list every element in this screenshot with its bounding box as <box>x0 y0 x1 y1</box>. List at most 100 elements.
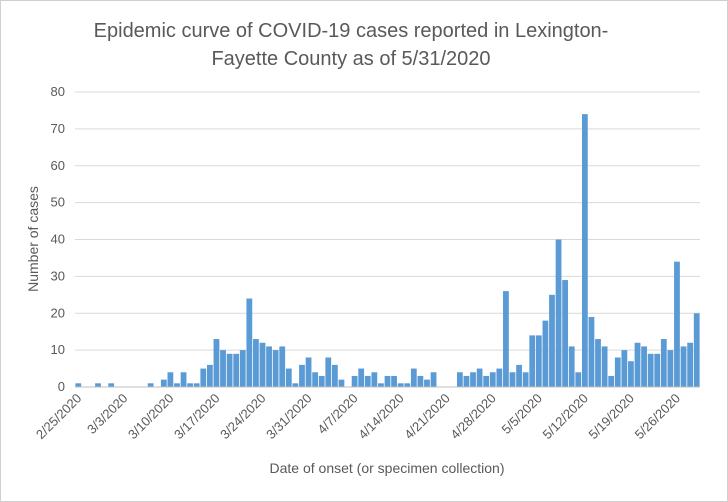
bar <box>266 346 272 387</box>
bar <box>371 372 378 387</box>
bar <box>634 342 641 387</box>
bar <box>417 375 424 387</box>
bar <box>351 375 358 387</box>
x-tick-label: 5/5/2020 <box>499 391 545 437</box>
bar <box>509 372 516 387</box>
bar <box>108 383 115 387</box>
bar <box>410 368 417 387</box>
bar <box>575 372 582 387</box>
y-tick-label: 40 <box>51 232 65 247</box>
bar <box>614 357 621 387</box>
bar <box>641 346 647 387</box>
y-tick-label: 10 <box>51 342 65 357</box>
bar <box>456 372 463 387</box>
bar <box>391 375 397 387</box>
x-tick-label: 5/12/2020 <box>539 391 591 443</box>
bar <box>687 342 694 387</box>
bar <box>654 353 661 387</box>
x-tick-label: 4/14/2020 <box>355 391 407 443</box>
bar <box>601 346 608 387</box>
bar <box>404 383 411 387</box>
bar <box>160 379 167 388</box>
bar <box>621 350 628 388</box>
bar <box>555 239 562 387</box>
bar <box>489 372 496 387</box>
x-tick-label: 5/26/2020 <box>632 391 684 443</box>
bar <box>595 339 601 387</box>
chart-title-line-2: Fayette County as of 5/31/2020 <box>211 48 491 70</box>
bar <box>213 339 220 387</box>
x-tick-label: 4/7/2020 <box>314 391 360 437</box>
bar <box>660 339 667 387</box>
bar <box>568 346 575 387</box>
bar <box>331 364 338 388</box>
bar <box>529 335 536 388</box>
bar <box>167 372 174 387</box>
x-tick-label: 3/31/2020 <box>263 391 315 443</box>
bar <box>180 372 187 387</box>
y-tick-label: 80 <box>51 84 65 99</box>
x-tick-labels: 2/25/2020 3/3/20203/10/20203/17/20203/24/… <box>33 391 683 443</box>
y-tick-label: 60 <box>51 158 65 173</box>
bar <box>233 353 240 387</box>
x-tick-label: 2/25/2020 <box>33 391 85 443</box>
bar <box>206 364 213 388</box>
bar <box>318 375 325 387</box>
bar <box>535 335 542 388</box>
bar <box>384 375 391 387</box>
bar <box>292 383 299 387</box>
bar <box>325 357 332 387</box>
bar <box>299 364 305 388</box>
bar <box>358 368 365 387</box>
bar <box>674 261 680 388</box>
bar <box>680 346 687 387</box>
bar <box>147 383 154 387</box>
y-tick-label: 50 <box>51 195 65 210</box>
bar <box>693 313 700 387</box>
bar <box>174 383 180 387</box>
bar <box>312 372 319 387</box>
bar <box>397 383 404 387</box>
x-tick-label: 3/10/2020 <box>125 391 177 443</box>
bar <box>608 375 615 387</box>
bar <box>549 294 555 387</box>
bar <box>187 383 194 387</box>
bar <box>239 350 246 388</box>
y-tick-label: 30 <box>51 268 65 283</box>
bar <box>226 353 233 387</box>
chart-title-line-1: Epidemic curve of COVID-19 cases reporte… <box>93 20 609 42</box>
bar <box>220 350 226 388</box>
y-tick-label: 0 <box>58 379 65 394</box>
bar <box>483 375 490 387</box>
x-tick-label: 3/3/2020 <box>84 391 130 437</box>
x-tick-label: 3/17/2020 <box>171 391 223 443</box>
x-axis-label: Date of onset (or specimen collection) <box>270 460 505 476</box>
bar <box>522 372 529 387</box>
bar <box>75 383 82 387</box>
x-tick-label: 5/19/2020 <box>586 391 638 443</box>
x-tick-label: 4/21/2020 <box>401 391 453 443</box>
bar <box>647 353 654 387</box>
bar <box>470 372 476 387</box>
bar <box>424 379 430 388</box>
y-tick-label: 70 <box>51 121 65 136</box>
bar <box>200 368 207 387</box>
y-tick-labels: 0 10 20 30 40 50 60 70 80 <box>51 84 65 394</box>
y-axis-label: Number of cases <box>25 186 41 292</box>
bar <box>503 291 509 388</box>
bar <box>246 298 253 387</box>
bar <box>272 350 279 388</box>
bars <box>75 114 700 388</box>
bar <box>378 383 384 387</box>
bar <box>476 368 483 387</box>
bar <box>463 375 470 387</box>
bar <box>628 361 634 387</box>
bar <box>305 357 312 387</box>
bar <box>430 372 437 387</box>
bar <box>95 383 101 387</box>
bar <box>285 368 292 387</box>
x-tick-label: 3/24/2020 <box>217 391 269 443</box>
bar <box>496 368 503 387</box>
